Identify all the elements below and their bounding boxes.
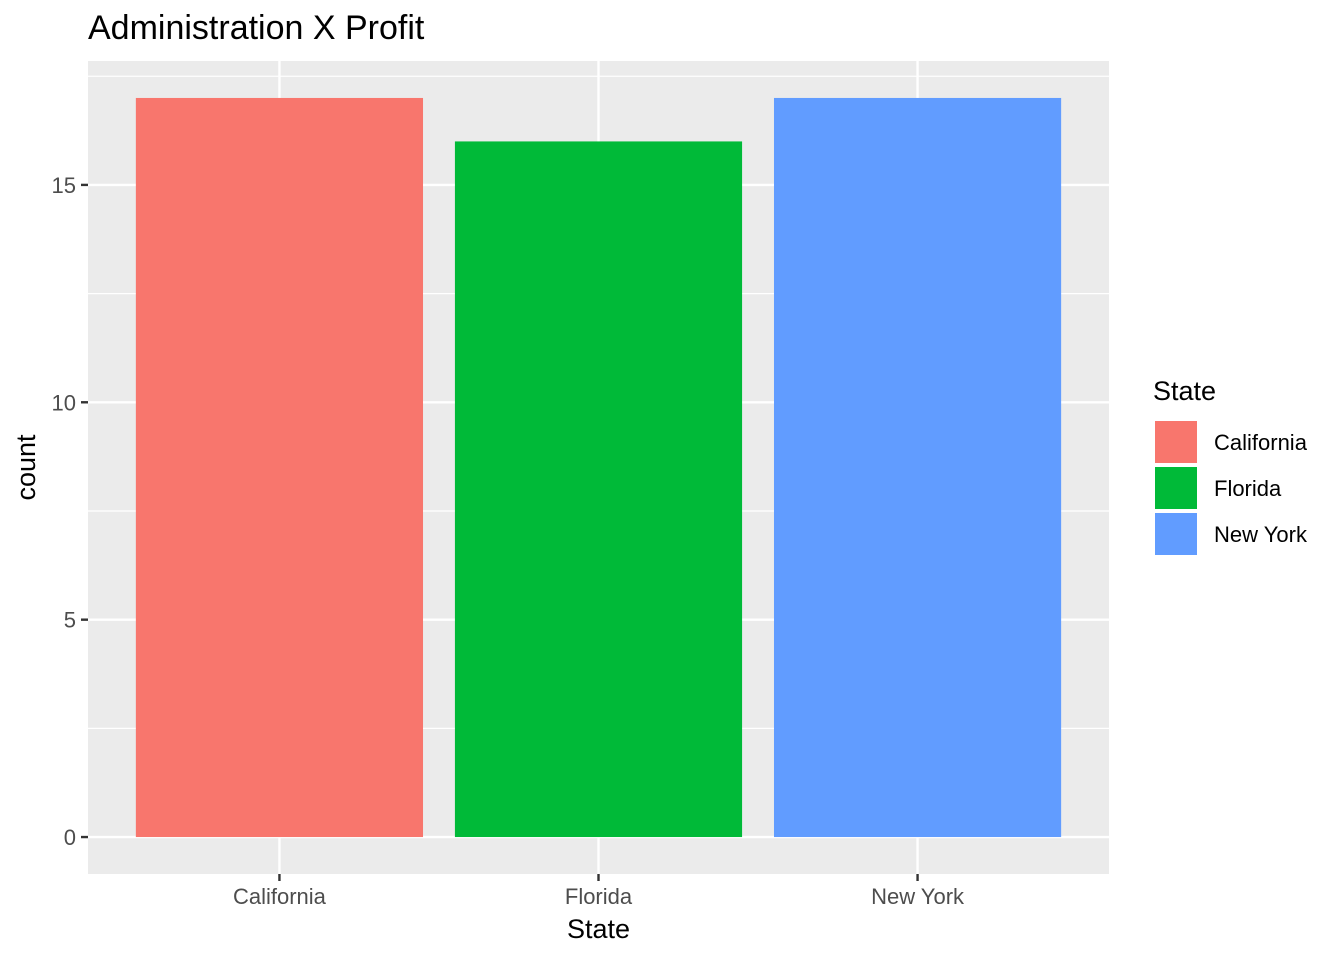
legend-key [1155, 421, 1197, 463]
y-tick-label: 5 [64, 608, 76, 633]
legend-label: California [1214, 430, 1308, 455]
legend-key [1155, 467, 1197, 509]
x-tick-label: California [233, 884, 327, 909]
x-tick-label: Florida [565, 884, 633, 909]
legend-label: New York [1214, 522, 1308, 547]
legend-key [1155, 513, 1197, 555]
y-axis: 0 5 10 15 [52, 173, 88, 850]
y-tick-label: 10 [52, 390, 76, 415]
legend-entries: California Florida New York [1155, 421, 1308, 555]
bars [135, 97, 1062, 838]
y-tick-label: 0 [64, 825, 76, 850]
chart-title: Administration X Profit [88, 9, 425, 47]
y-axis-title: count [11, 434, 41, 501]
legend: State California Florida New York [1153, 376, 1308, 555]
legend-title: State [1153, 376, 1216, 406]
x-axis-title: State [567, 914, 630, 944]
x-tick-label: New York [871, 884, 965, 909]
bar-new-york [773, 97, 1062, 838]
legend-label: Florida [1214, 476, 1282, 501]
bar-florida [454, 141, 743, 838]
bar-california [135, 97, 424, 838]
x-axis: California Florida New York [233, 874, 965, 909]
y-tick-label: 15 [52, 173, 76, 198]
